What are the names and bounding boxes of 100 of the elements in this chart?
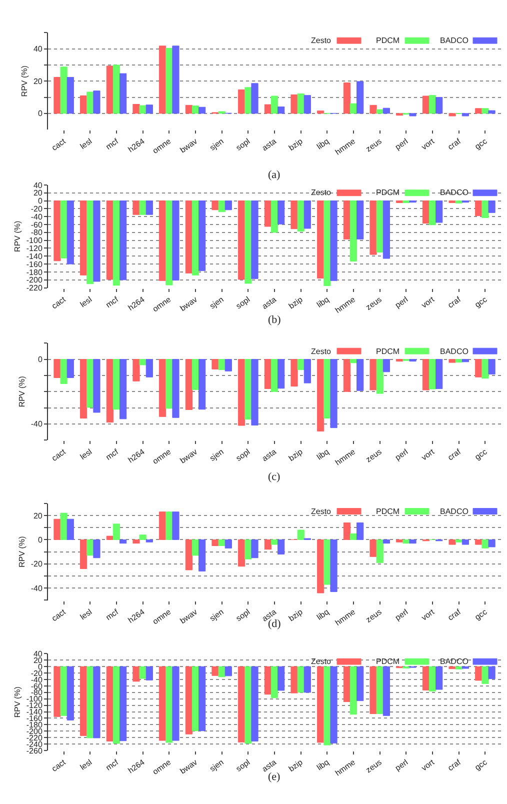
y-tick-label: -140 <box>26 252 43 261</box>
bar <box>80 539 88 570</box>
bar <box>244 539 252 560</box>
x-tick-label: sopl <box>234 758 252 774</box>
y-tick-label: -20 <box>30 560 43 569</box>
bar <box>278 106 285 114</box>
x-tick-label: perl <box>394 607 410 622</box>
legend-label: PDCM <box>376 347 400 356</box>
x-tick-label: zeus <box>364 447 384 464</box>
x-tick-label: zeus <box>364 607 384 624</box>
legend-label: PDCM <box>376 507 400 516</box>
bar <box>139 105 146 114</box>
bar <box>212 539 219 546</box>
y-axis-title: RPV (%) <box>20 65 30 97</box>
y-axis-title: RPV (%) <box>18 376 27 408</box>
x-tick-label: h264 <box>126 757 147 776</box>
bar <box>356 81 364 114</box>
legend-label: Zesto <box>311 657 332 666</box>
x-tick-label: craf <box>446 757 463 773</box>
bar <box>370 539 377 557</box>
bar <box>462 113 469 116</box>
bar <box>350 103 358 114</box>
bar <box>409 539 416 544</box>
bar <box>54 77 61 114</box>
y-tick-label: -200 <box>26 726 43 736</box>
bar <box>290 94 298 114</box>
bar <box>172 46 180 114</box>
y-tick-label: 20 <box>33 511 43 520</box>
bar <box>350 533 358 540</box>
y-tick-label: -120 <box>26 244 43 254</box>
x-tick-label: vort <box>420 294 437 310</box>
bar <box>482 108 489 114</box>
bar <box>172 512 180 540</box>
bar <box>146 539 153 542</box>
legend-label: BADCO <box>440 507 468 516</box>
bar <box>324 539 331 585</box>
x-tick-label: gcc <box>473 294 489 310</box>
bar <box>475 108 482 114</box>
x-tick-label: craf <box>446 606 463 622</box>
y-tick-label: -160 <box>26 260 43 269</box>
x-tick-label: craf <box>446 294 463 310</box>
bar <box>166 512 173 540</box>
y-tick-label: -60 <box>30 220 43 230</box>
x-tick-label: zeus <box>364 758 384 775</box>
x-tick-label: asta <box>260 136 278 153</box>
text: (b) <box>268 314 282 326</box>
bar <box>436 97 443 114</box>
x-tick-label: sjen <box>208 758 226 774</box>
bar <box>382 539 390 544</box>
legend-label: BADCO <box>440 188 468 197</box>
bar <box>106 66 114 114</box>
y-tick-label: -40 <box>30 420 43 429</box>
x-tick-label: vort <box>420 606 437 622</box>
bar <box>60 66 68 114</box>
y-tick-label: 0 <box>38 109 43 118</box>
y-tick-label: -220 <box>26 284 43 293</box>
x-tick-label: craf <box>446 136 463 152</box>
x-tick-label: gcc <box>473 758 489 772</box>
y-tick-label: -80 <box>30 228 43 238</box>
bar <box>106 536 114 540</box>
x-tick-label: craf <box>446 446 463 462</box>
legend-label: PDCM <box>376 657 400 666</box>
bar <box>475 539 482 545</box>
bar <box>488 539 496 548</box>
legend-label: PDCM <box>376 188 400 197</box>
x-tick-label: cact <box>50 606 68 624</box>
x-tick-label: cact <box>50 446 68 463</box>
bar <box>376 109 384 114</box>
legend-label: BADCO <box>440 657 468 666</box>
y-tick-label: 40 <box>33 180 43 190</box>
y-tick-label: -200 <box>26 276 43 285</box>
bar <box>396 539 404 542</box>
y-tick-label: 40 <box>33 649 43 658</box>
x-tick-label: perl <box>394 447 410 462</box>
bar <box>356 522 364 540</box>
bar <box>264 539 272 550</box>
y-tick-label: -220 <box>26 733 43 742</box>
x-tick-label: asta <box>260 446 278 464</box>
y-tick-label: -40 <box>30 675 43 684</box>
x-tick-label: libq <box>315 136 331 152</box>
bar <box>488 110 496 114</box>
x-tick-label: libq <box>315 447 331 462</box>
legend-label: BADCO <box>440 36 468 45</box>
bar <box>238 89 246 114</box>
x-tick-label: omne <box>151 294 174 314</box>
x-tick-label: sopl <box>234 607 252 624</box>
x-tick-label: mcf <box>104 606 121 622</box>
x-tick-label: asta <box>260 757 278 774</box>
bar <box>278 539 285 554</box>
y-tick-label: -20 <box>30 204 43 214</box>
x-tick-label: sopl <box>234 447 252 464</box>
bar <box>159 46 166 114</box>
bar <box>244 87 252 114</box>
bar <box>166 48 173 114</box>
x-tick-label: zeus <box>364 294 384 312</box>
bar <box>455 539 462 542</box>
y-tick-label: 0 <box>38 662 43 672</box>
x-tick-label: cact <box>50 757 68 774</box>
x-tick-label: h264 <box>126 446 147 465</box>
bar <box>66 77 74 114</box>
